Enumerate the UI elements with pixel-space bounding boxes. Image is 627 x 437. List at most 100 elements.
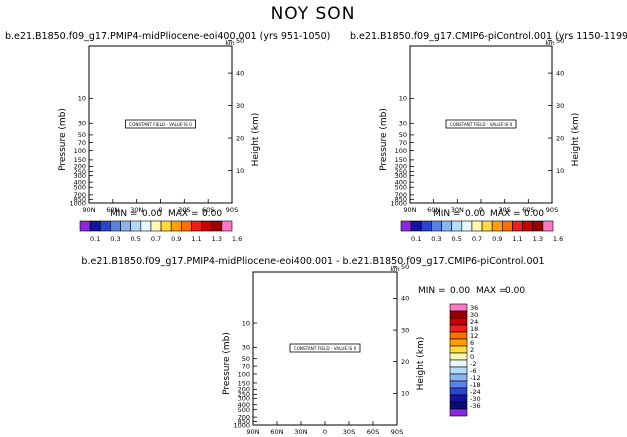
- colorbar-2-swatch: [491, 220, 503, 232]
- colorbar-3-label: 6: [470, 339, 474, 347]
- colorbar-2-label: 0.7: [472, 235, 482, 243]
- plot-3-x-tick-label: 60N: [270, 428, 283, 436]
- colorbar-2-swatch: [400, 220, 412, 232]
- plot-2-x-tick-label: 30N: [451, 206, 464, 214]
- plot-1-y-tick-label: 10: [78, 95, 86, 103]
- plot-2-y2-tick-label: 50: [556, 37, 564, 45]
- plot-3-km-mark: km: [390, 266, 399, 273]
- plot-2-y-tick-label: 30: [399, 120, 407, 128]
- colorbar-2-swatch: [481, 220, 493, 232]
- colorbar-1-swatch: [79, 220, 91, 232]
- colorbar-3-label: -6: [470, 367, 476, 375]
- plot-1-y2-tick-label: 40: [236, 69, 244, 77]
- plot-1-y-tick-label: 700: [74, 191, 86, 199]
- figure-title: NOY SON: [271, 4, 356, 24]
- plot-1-y2-tick-label: 50: [236, 37, 244, 45]
- colorbar-2-swatch: [532, 220, 544, 232]
- plot-3-y-tick-label: 10: [242, 319, 250, 327]
- panel-2: b.e21.B1850.f09_g17.CMIP6-piControl.001 …: [350, 31, 627, 219]
- colorbar-1-swatch: [181, 220, 192, 232]
- plot-1-y2-tick-label: 30: [236, 102, 244, 110]
- plot-3-y-tick-label: 30: [242, 344, 250, 352]
- panel-3-min-value: 0.00: [450, 286, 470, 296]
- colorbar-1-label: 1.1: [191, 235, 201, 243]
- plot-1-y-tick-label: 850: [74, 196, 86, 204]
- plot-2-y2-tick-label: 30: [556, 102, 564, 110]
- colorbar-3-label: -12: [470, 374, 481, 382]
- colorbar-2-swatch: [471, 220, 483, 232]
- plot-3-y-tick-label: 100: [238, 370, 250, 378]
- plot-2-x-tick-label: 60S: [522, 206, 534, 214]
- colorbar-3-label: 36: [470, 304, 478, 312]
- plot-3-ylabel: Pressure (mb): [222, 332, 232, 395]
- plot-3-y2-tick-label: 20: [401, 358, 409, 366]
- panel-2-min-value: 0.00: [465, 209, 485, 219]
- plot-3-y2-tick-label: 50: [401, 263, 409, 271]
- colorbar-2-swatch: [502, 220, 513, 232]
- colorbar-3-swatch: [449, 352, 468, 361]
- colorbar-1-swatch: [221, 220, 233, 232]
- plot-2-y-tick-label: 100: [395, 147, 407, 155]
- plot-1-y2-tick-label: 10: [236, 167, 244, 175]
- colorbar-1-label: 0.1: [90, 235, 100, 243]
- plot-3-y2-tick-label: 40: [401, 295, 409, 303]
- colorbar-1-swatch: [89, 220, 101, 232]
- colorbar-2-swatch: [451, 220, 463, 232]
- colorbar-3-label: -36: [470, 402, 481, 410]
- colorbar-1-label: 1.3: [212, 235, 222, 243]
- colorbar-3-label: 0: [470, 353, 474, 361]
- plot-1-y2-tick-label: 20: [236, 134, 244, 142]
- plot-1-y-tick-label: 30: [78, 120, 86, 128]
- colorbar-3-swatch: [449, 359, 468, 368]
- colorbar-1-swatch: [160, 220, 172, 232]
- plot-3-y-tick-label: 50: [242, 355, 250, 363]
- plot-3-y-tick-label: 400: [238, 401, 250, 409]
- plot-1: 90N 60N 30N 0 30S 60S 90S103050701001502002503…: [58, 37, 261, 214]
- plot-1-x-tick-label: 60N: [106, 206, 119, 214]
- plot-2-constant-box: [445, 119, 517, 129]
- colorbar-1-label: 0.3: [110, 235, 120, 243]
- dynamic-layer: 90N 60N 30N 0 30S 60S 90S103050701001502002503…: [58, 37, 581, 436]
- plot-1-x-tick-label: 60S: [202, 206, 214, 214]
- colorbar-2-swatch: [512, 220, 523, 232]
- colorbar-3-swatch: [449, 387, 468, 396]
- colorbar-1-swatch: [99, 220, 111, 232]
- colorbar-3-swatch: [449, 373, 468, 382]
- colorbar-2-swatch: [542, 220, 554, 232]
- plot-2-y2-tick-label: 10: [556, 167, 564, 175]
- plot-3-y-tick-label: 250: [238, 391, 250, 399]
- colorbar-1-swatch: [191, 220, 202, 232]
- plot-2-y2label: Height (km): [571, 113, 581, 167]
- plot-1-y-tick-label: 150: [74, 156, 86, 164]
- colorbar-3-swatch: [449, 366, 468, 375]
- colorbar-1-swatch: [150, 220, 162, 232]
- plot-1-x-tick-label: 90N: [82, 206, 95, 214]
- panel-2-max-value: 0.00: [524, 209, 544, 219]
- colorbar-1-swatch: [170, 220, 182, 232]
- plot-1-x-tick-label: 30N: [130, 206, 143, 214]
- plot-2-x-tick-label: 30S: [498, 206, 510, 214]
- colorbar-3-swatch: [449, 408, 468, 417]
- colorbar-3-label: 30: [470, 311, 478, 319]
- plot-3-x-tick-label: 90S: [391, 428, 403, 436]
- plot-2-y-tick-label: 500: [395, 184, 407, 192]
- panel-1: b.e21.B1850.f09_g17.PMIP4-midPliocene-eo…: [5, 31, 330, 219]
- plot-1-y-tick-label: 300: [74, 172, 86, 180]
- colorbar-3-swatch: [449, 394, 468, 403]
- colorbar-3-swatch: [449, 401, 468, 410]
- colorbar-2-label: 0.5: [452, 235, 462, 243]
- plot-3-y-tick-label: 70: [242, 362, 250, 370]
- plot-2-y-tick-label: 10: [399, 95, 407, 103]
- plot-2-y-tick-label: 1000: [390, 199, 407, 207]
- plot-3-constant-box: [289, 343, 361, 353]
- plot-3-y-tick-label: 500: [238, 406, 250, 414]
- colorbar-3-label: 2: [470, 346, 474, 354]
- colorbar-2-swatch: [431, 220, 442, 232]
- plot-3-constant-label: CONSTANT FIELD - VALUE IS 0: [294, 346, 357, 351]
- plot-2-y-tick-label: 70: [399, 139, 407, 147]
- panel-3-title: b.e21.B1850.f09_g17.PMIP4-midPliocene-eo…: [81, 256, 544, 267]
- colorbar-1-swatch: [211, 220, 223, 232]
- plot-1-y-tick-label: 50: [78, 131, 86, 139]
- plot-1-y-tick-label: 250: [74, 168, 86, 176]
- colorbar-3-swatch: [449, 310, 468, 319]
